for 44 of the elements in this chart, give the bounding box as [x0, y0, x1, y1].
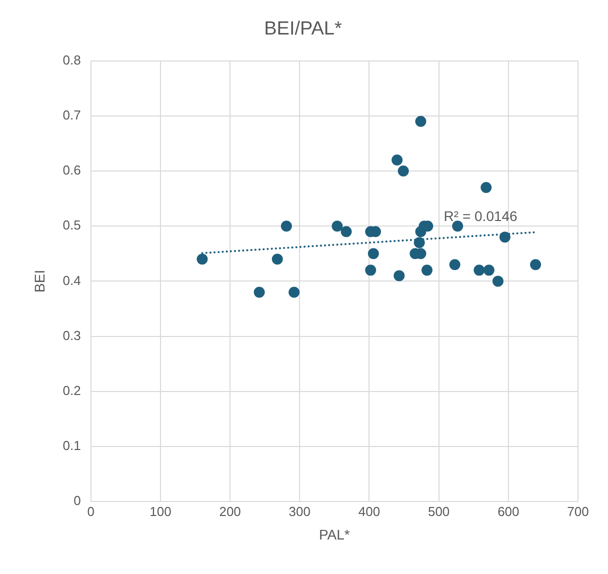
y-axis-title: BEI	[31, 270, 48, 292]
point	[499, 232, 510, 243]
point	[398, 166, 409, 176]
point	[196, 254, 208, 265]
y-tick-label: 0.4	[62, 272, 81, 288]
y-tick-label: 0	[74, 493, 81, 508]
y-tick-label: 0.8	[62, 52, 81, 68]
y-tick-label: 0.5	[62, 218, 81, 233]
point	[474, 264, 485, 276]
chart-title: BEI/PAL*	[264, 18, 342, 40]
point	[415, 116, 426, 127]
x-tick-label: 0	[87, 504, 94, 519]
point	[530, 259, 542, 270]
x-tick-label: 500	[428, 504, 450, 519]
point	[280, 220, 292, 232]
point	[392, 154, 403, 166]
y-tick-label: 0.6	[62, 162, 81, 178]
annotation: R² = 0.0146	[444, 208, 518, 224]
point	[414, 237, 425, 248]
point	[272, 254, 283, 265]
x-tick-label: 100	[150, 504, 172, 519]
point	[340, 226, 352, 238]
x-tick-label: 400	[358, 504, 380, 519]
x-tick-label: 600	[498, 504, 520, 519]
x-tick-label: 700	[567, 504, 589, 519]
point	[288, 286, 300, 298]
point	[483, 264, 494, 276]
point	[394, 270, 405, 282]
point	[492, 276, 504, 287]
x-tick-label: 300	[288, 504, 310, 519]
y-tick-label: 0.1	[62, 438, 81, 454]
point	[449, 259, 460, 270]
point	[254, 286, 265, 298]
y-tick-label: 0.7	[62, 107, 81, 122]
y-tick-label: 0.3	[62, 328, 81, 343]
y-tick-label: 0.2	[62, 382, 81, 398]
point	[452, 220, 464, 232]
point	[365, 264, 376, 276]
point	[421, 264, 432, 276]
point	[332, 220, 343, 232]
point	[480, 182, 492, 194]
x-axis-title: PAL*	[319, 526, 350, 542]
point	[368, 248, 379, 260]
x-tick-label: 200	[219, 504, 241, 519]
